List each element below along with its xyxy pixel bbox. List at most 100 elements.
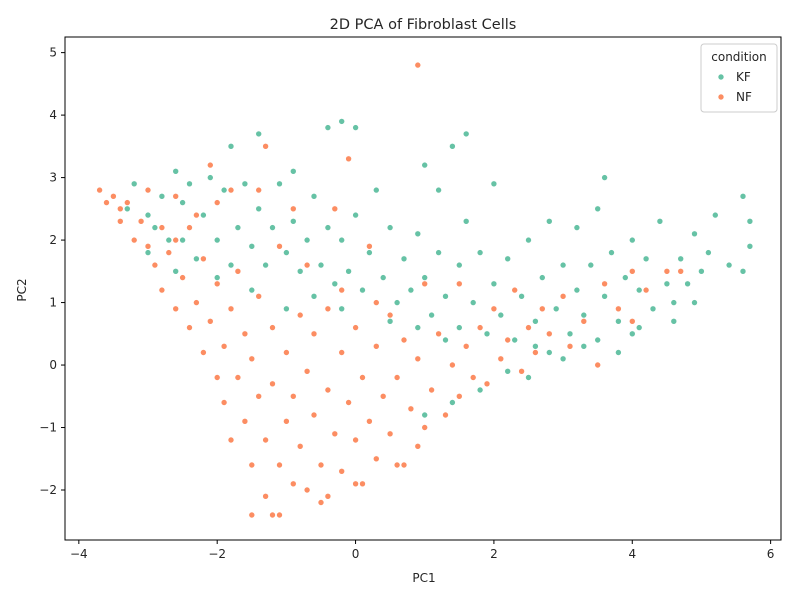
- data-point-nf: [490, 305, 498, 313]
- data-point-nf: [580, 317, 588, 325]
- data-point-kf: [172, 168, 179, 175]
- data-point-kf: [698, 267, 705, 275]
- data-point-kf: [393, 299, 401, 306]
- data-point-kf: [165, 236, 173, 244]
- data-point-nf: [393, 461, 401, 469]
- data-point-nf: [538, 305, 546, 313]
- data-point-kf: [421, 411, 429, 419]
- data-point-kf: [608, 249, 615, 256]
- data-point-kf: [414, 324, 422, 331]
- data-point-nf: [317, 461, 325, 469]
- y-tick-label: −1: [39, 421, 57, 435]
- data-point-nf: [276, 461, 283, 469]
- data-point-kf: [490, 180, 498, 188]
- data-point-nf: [421, 424, 429, 431]
- data-point-nf: [379, 392, 387, 400]
- data-point-kf: [352, 124, 359, 131]
- data-point-kf: [670, 299, 678, 306]
- data-point-kf: [518, 292, 525, 300]
- data-point-kf: [213, 236, 221, 244]
- data-point-nf: [359, 374, 366, 381]
- data-point-nf: [518, 367, 525, 375]
- data-point-nf: [227, 436, 235, 444]
- data-point-nf: [269, 380, 276, 388]
- data-point-kf: [545, 349, 553, 356]
- data-point-kf: [462, 218, 470, 225]
- data-point-kf: [386, 317, 394, 325]
- data-point-kf: [469, 299, 477, 306]
- data-point-nf: [400, 461, 408, 469]
- x-axis-label: PC1: [412, 571, 435, 585]
- data-point-kf: [151, 224, 159, 231]
- data-point-kf: [615, 349, 622, 356]
- data-point-kf: [248, 243, 256, 250]
- legend-title: condition: [711, 50, 766, 64]
- data-point-kf: [705, 249, 712, 256]
- data-point-nf: [124, 199, 131, 206]
- data-point-nf: [642, 286, 650, 294]
- data-point-nf: [324, 305, 332, 313]
- data-point-kf: [359, 286, 366, 294]
- data-point-kf: [144, 249, 152, 256]
- data-point-kf: [455, 261, 463, 269]
- data-point-kf: [476, 249, 484, 256]
- data-point-kf: [490, 280, 498, 288]
- data-point-kf: [476, 386, 484, 394]
- data-point-nf: [338, 349, 346, 356]
- data-point-kf: [338, 236, 346, 244]
- data-point-kf: [386, 224, 394, 231]
- data-point-nf: [310, 411, 318, 419]
- x-tick-label: 6: [767, 547, 775, 561]
- data-point-kf: [538, 274, 546, 281]
- data-point-nf: [220, 342, 228, 350]
- data-point-kf: [269, 224, 276, 231]
- data-point-kf: [193, 255, 200, 263]
- y-tick-label: −2: [39, 483, 57, 497]
- data-point-nf: [400, 336, 408, 344]
- data-point-nf: [158, 286, 166, 294]
- data-point-kf: [435, 186, 442, 194]
- data-point-nf: [193, 299, 200, 306]
- data-point-nf: [663, 267, 671, 275]
- data-point-kf: [248, 286, 256, 294]
- data-point-kf: [303, 236, 311, 244]
- data-point-nf: [338, 467, 346, 475]
- data-point-kf: [525, 236, 532, 244]
- data-point-nf: [248, 511, 256, 519]
- data-point-kf: [594, 205, 602, 213]
- x-tick-label: 4: [628, 547, 636, 561]
- data-point-nf: [289, 392, 297, 400]
- data-point-kf: [407, 286, 415, 294]
- data-point-kf: [559, 261, 567, 269]
- data-point-nf: [283, 417, 290, 425]
- data-point-nf: [262, 492, 269, 500]
- data-point-nf: [186, 224, 193, 231]
- series-kf: [124, 118, 754, 419]
- data-point-kf: [635, 286, 643, 294]
- data-point-nf: [207, 317, 214, 325]
- data-point-kf: [559, 355, 567, 363]
- data-point-nf: [386, 311, 394, 319]
- data-point-kf: [739, 267, 747, 275]
- data-point-nf: [455, 280, 463, 288]
- data-point-kf: [725, 261, 733, 269]
- data-point-kf: [310, 292, 318, 300]
- data-point-nf: [255, 292, 263, 300]
- x-tick-label: 0: [352, 547, 360, 561]
- data-point-kf: [442, 292, 449, 300]
- data-point-kf: [449, 143, 456, 150]
- data-point-kf: [158, 193, 166, 200]
- data-point-kf: [338, 118, 346, 125]
- data-point-nf: [262, 436, 269, 444]
- data-point-kf: [414, 230, 422, 238]
- x-tick-label: −2: [208, 547, 226, 561]
- legend-marker-nf: [717, 93, 725, 101]
- legend-label-kf: KF: [736, 70, 751, 84]
- points-layer: [96, 61, 754, 519]
- data-point-nf: [414, 442, 422, 450]
- data-point-nf: [324, 386, 332, 394]
- data-point-kf: [635, 324, 643, 331]
- data-point-nf: [276, 511, 283, 519]
- data-point-nf: [144, 243, 152, 250]
